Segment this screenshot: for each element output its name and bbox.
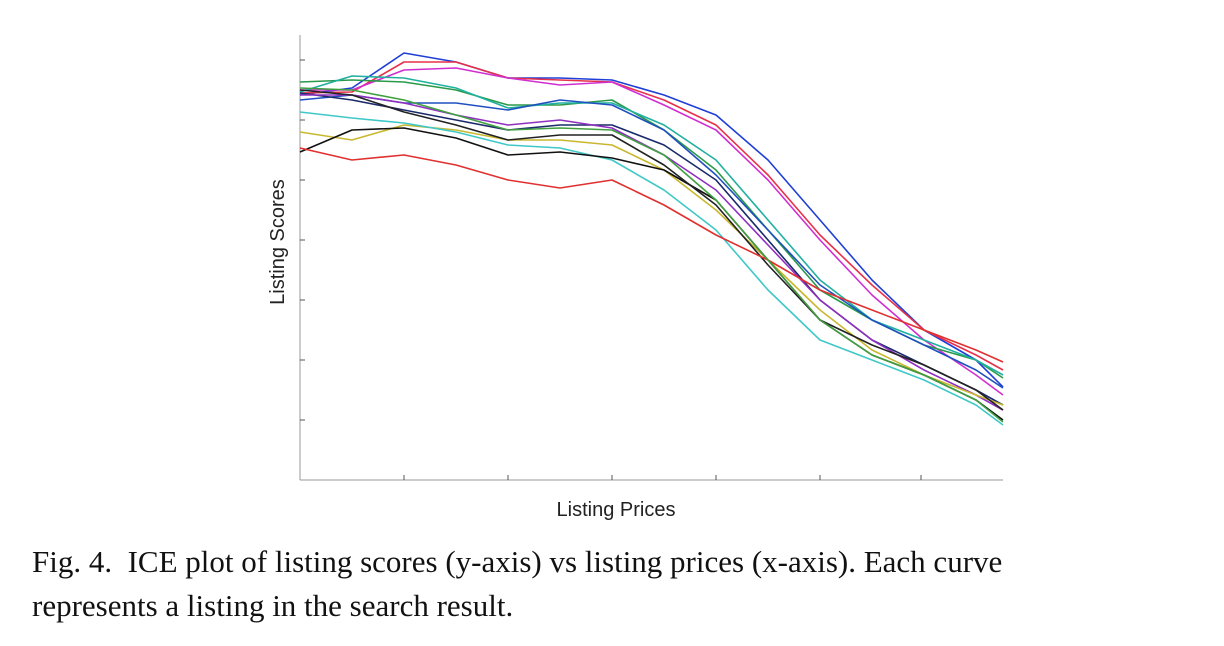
ice-curve	[300, 67, 1004, 396]
ice-curve	[299, 92, 1004, 406]
ice-curve	[299, 52, 1004, 388]
ice-curve	[299, 111, 1004, 426]
chart: Listing Prices Listing Scores	[267, 35, 1004, 521]
ice-curve	[299, 87, 1004, 423]
caption-line: Fig. 4. ICE plot of listing scores (y-ax…	[32, 544, 1003, 579]
ice-curve	[299, 127, 1004, 421]
caption-line: represents a listing in the search resul…	[32, 588, 514, 623]
ice-curve	[299, 61, 1004, 371]
y-axis-label: Listing Scores	[267, 179, 289, 305]
ice-curve	[299, 147, 1004, 363]
ice-curve	[299, 75, 1004, 376]
x-axis-label: Listing Prices	[557, 499, 676, 521]
ice-curve	[299, 89, 1004, 411]
ice-curve	[299, 94, 1004, 389]
